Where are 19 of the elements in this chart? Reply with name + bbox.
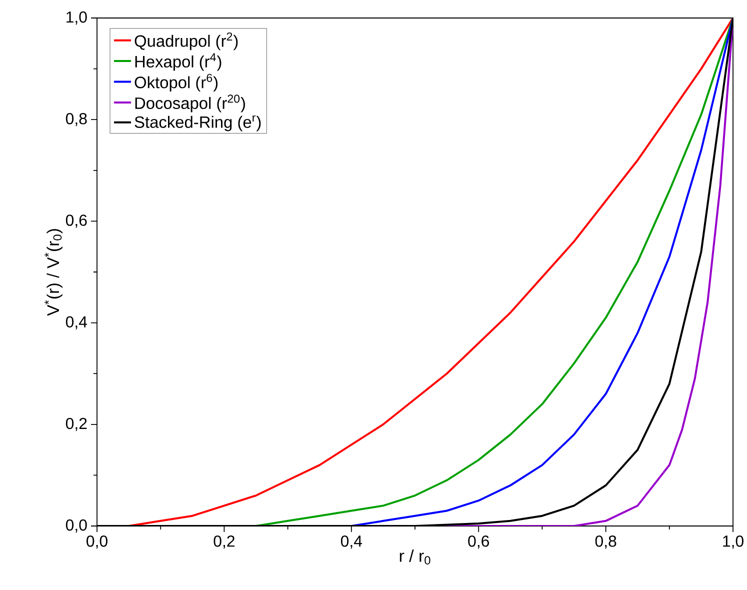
legend-label: Docosapol (r$^{20}$): [135, 94, 245, 112]
y-axis-title: V$^{*}$(r) / V$^{*}$(r$_{0}$): [44, 229, 62, 316]
x-tick-label: 0,2: [214, 536, 234, 549]
y-tick-label: 0,2: [66, 418, 87, 431]
legend-label: Oktopol (r$^{6}$): [134, 74, 218, 92]
y-tick-label: 0,4: [66, 316, 88, 330]
x-axis-title: r / r$_{0}$: [400, 550, 430, 564]
x-tick-label: 1,0: [723, 536, 744, 549]
legend-label: Quadrupol (r$^{2}$): [134, 32, 238, 50]
x-tick-label: 0,0: [86, 536, 108, 549]
x-tick-label: 0,6: [468, 536, 489, 549]
y-tick-label: 1,0: [66, 11, 87, 25]
x-tick-label: 0,4: [340, 536, 362, 549]
legend-label: Hexapol (r$^{4}$): [135, 53, 222, 71]
y-tick-label: 0,0: [66, 519, 87, 533]
x-tick-label: 0,8: [595, 536, 616, 549]
y-tick-label: 0,8: [66, 113, 87, 126]
legend-label: Stacked-Ring (e$^{r}$): [134, 115, 261, 132]
y-tick-label: 0,6: [66, 214, 87, 228]
